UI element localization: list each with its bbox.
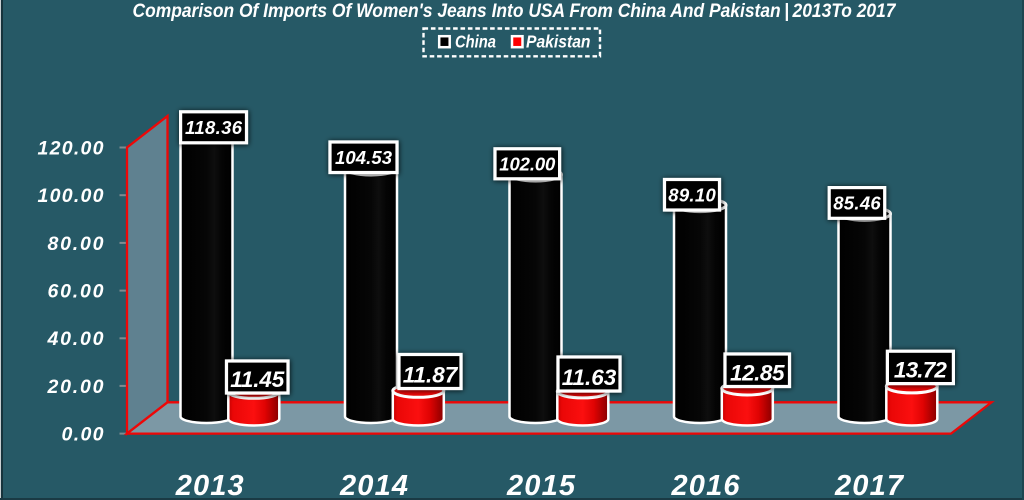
svg-text:80.00: 80.00 [48,233,104,255]
svg-text:60.00: 60.00 [48,281,104,303]
svg-text:85.46: 85.46 [833,192,881,213]
svg-text:2016: 2016 [671,470,741,500]
svg-text:40.00: 40.00 [47,328,104,350]
svg-text:100.00: 100.00 [38,185,104,207]
svg-text:104.53: 104.53 [335,147,393,168]
svg-text:11.87: 11.87 [403,363,459,388]
svg-text:Comparison Of Imports Of Women: Comparison Of Imports Of Women's Jeans I… [133,1,897,22]
svg-text:11.45: 11.45 [230,367,284,392]
svg-text:2015: 2015 [506,470,576,500]
svg-text:13.72: 13.72 [894,358,947,383]
svg-text:12.85: 12.85 [730,361,785,386]
svg-text:20.00: 20.00 [47,376,104,398]
svg-text:118.36: 118.36 [185,117,243,138]
svg-text:2017: 2017 [834,470,905,500]
svg-text:0.00: 0.00 [62,424,104,446]
svg-text:Pakistan: Pakistan [526,32,591,52]
svg-text:102.00: 102.00 [499,153,556,174]
svg-text:120.00: 120.00 [38,137,104,159]
svg-text:11.63: 11.63 [562,365,617,390]
svg-text:89.10: 89.10 [668,184,716,205]
svg-text:China: China [455,32,496,52]
